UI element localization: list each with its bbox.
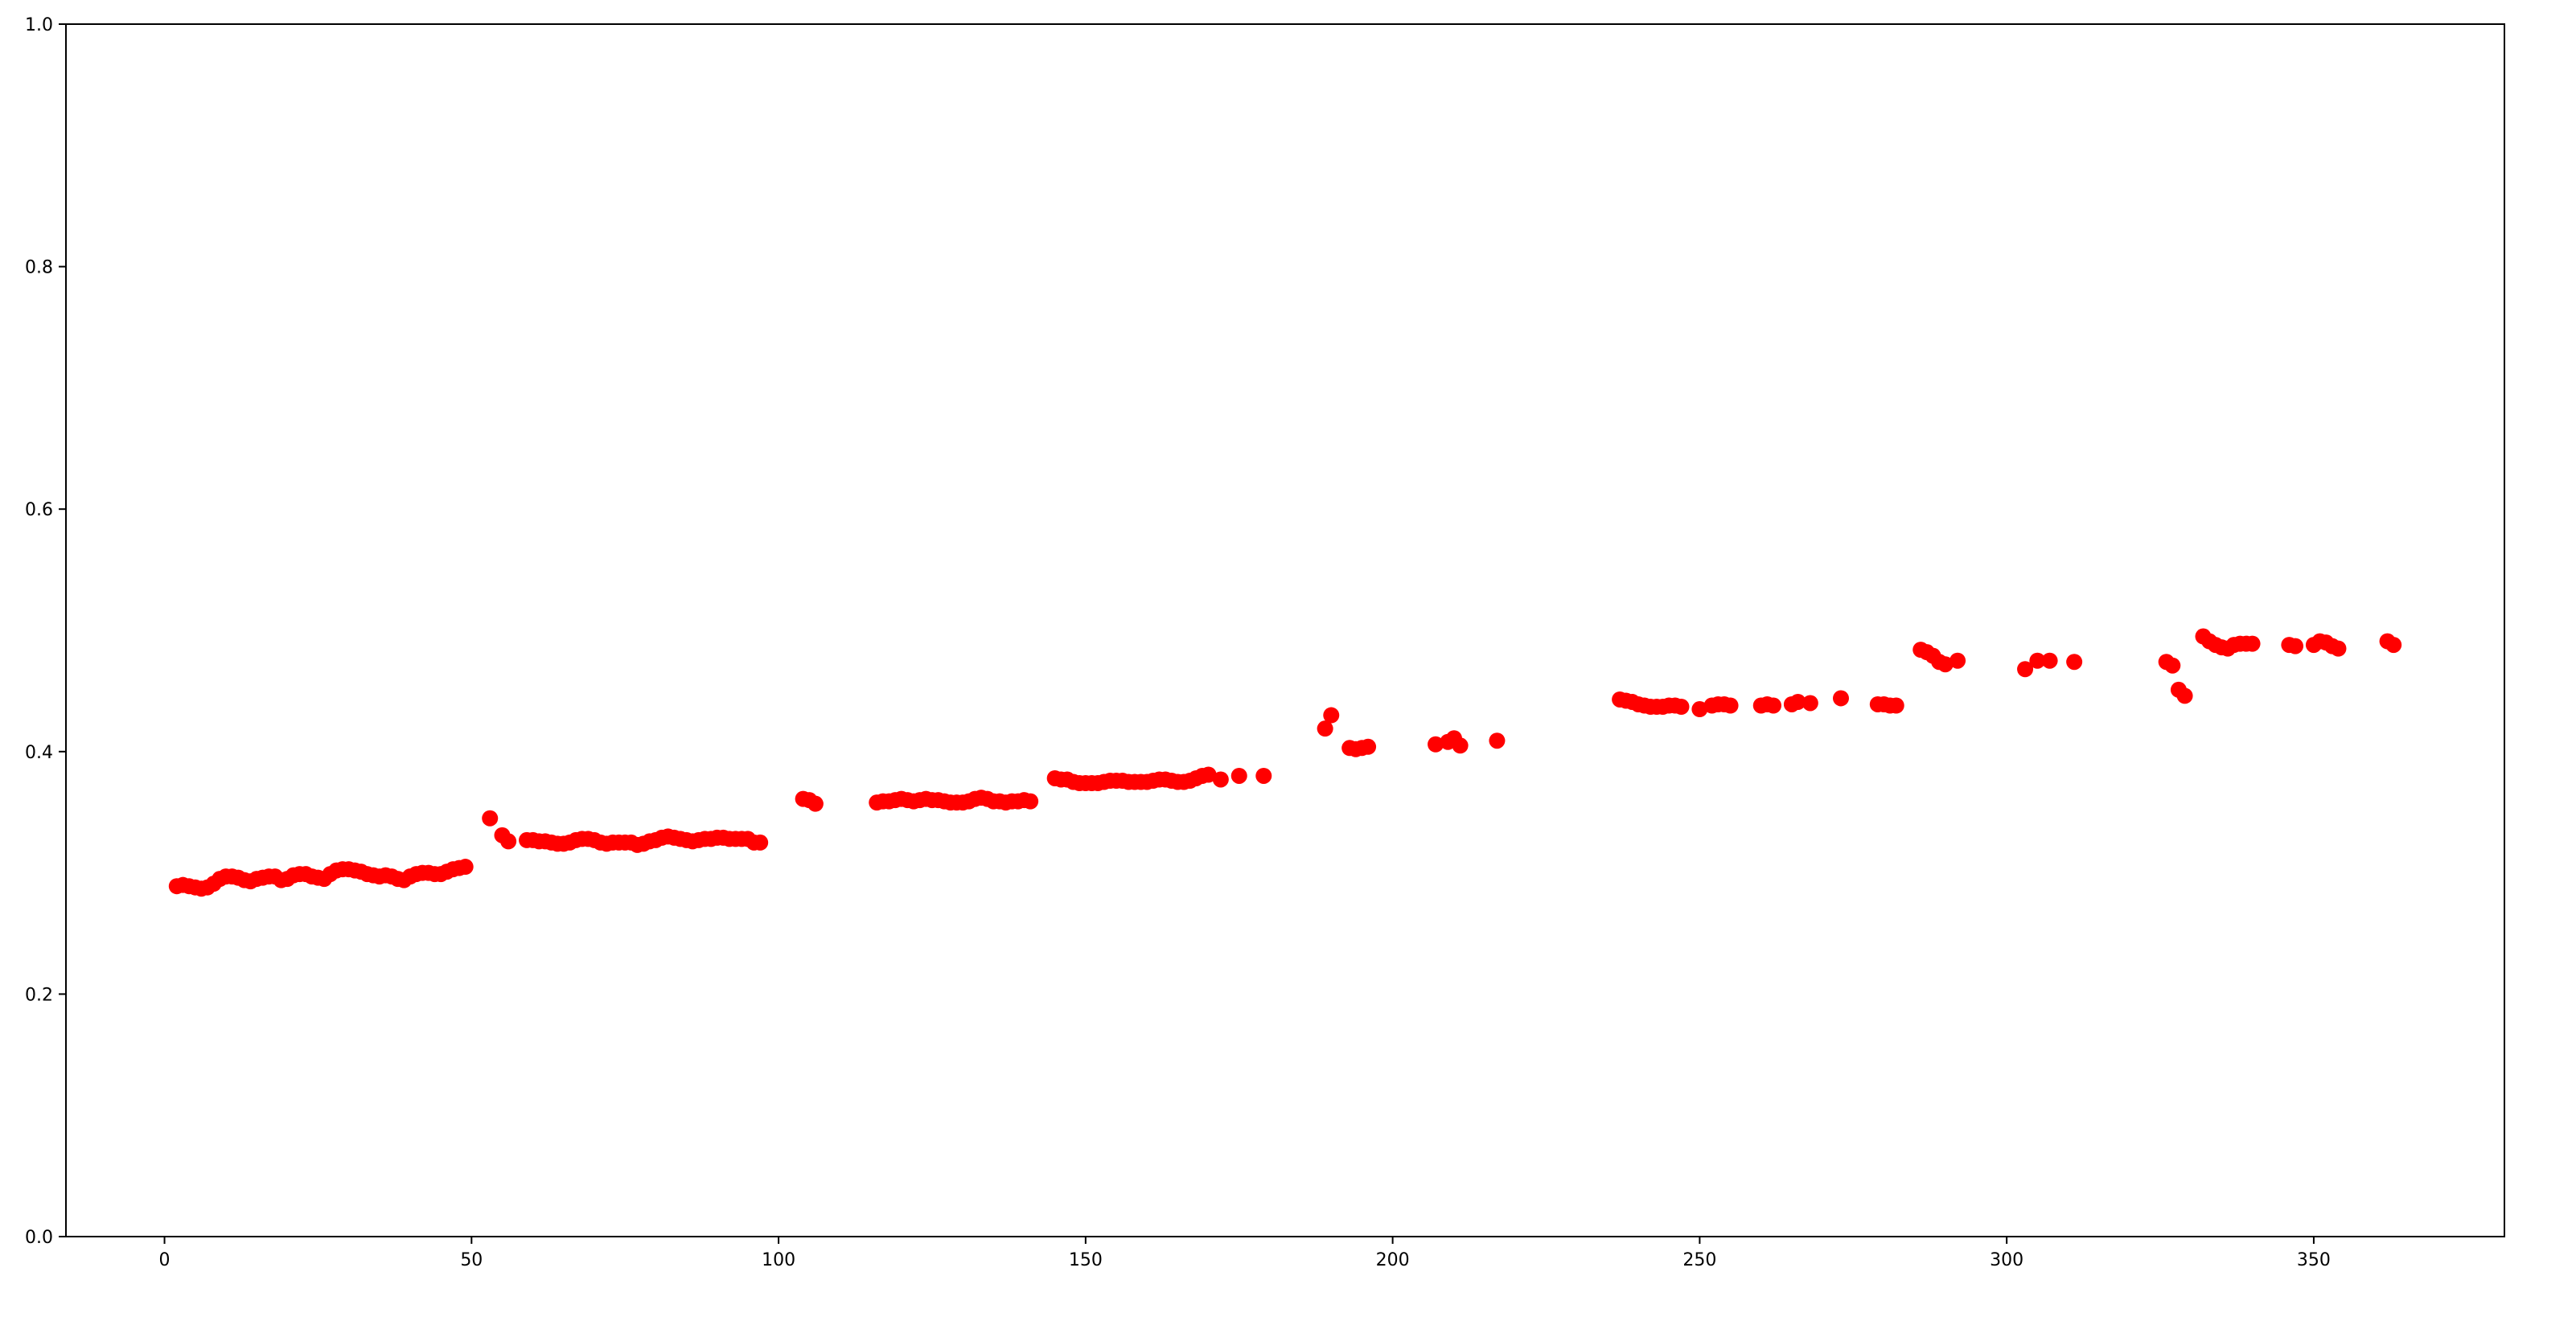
- data-point: [1200, 766, 1217, 783]
- data-point: [1673, 699, 1690, 716]
- data-point: [1888, 697, 1904, 714]
- data-point: [2287, 638, 2304, 654]
- data-point: [1765, 697, 1782, 714]
- data-point: [482, 810, 499, 827]
- x-tick-label: 50: [460, 1250, 483, 1270]
- data-point: [1255, 767, 1272, 784]
- y-tick-label: 0.4: [25, 743, 53, 763]
- y-tick-label: 0.2: [25, 985, 53, 1005]
- y-tick-label: 0.6: [25, 500, 53, 520]
- data-point: [1212, 771, 1229, 788]
- data-point: [1317, 720, 1333, 737]
- x-tick-label: 300: [1990, 1250, 2023, 1270]
- y-tick-label: 0.8: [25, 258, 53, 278]
- data-point: [2330, 640, 2347, 657]
- data-point: [1022, 793, 1039, 810]
- data-point: [2041, 652, 2058, 669]
- data-point: [2066, 654, 2083, 671]
- x-tick-label: 250: [1682, 1250, 1716, 1270]
- plot-frame: [65, 23, 2505, 1237]
- data-point: [2017, 661, 2034, 678]
- x-tick-label: 100: [762, 1250, 795, 1270]
- x-tick-label: 150: [1069, 1250, 1103, 1270]
- data-point: [1722, 697, 1739, 714]
- data-point: [2029, 652, 2046, 669]
- data-point: [807, 795, 824, 812]
- data-point: [1802, 695, 1818, 712]
- data-point: [1452, 737, 1469, 754]
- data-point: [1789, 693, 1806, 710]
- x-tick-label: 0: [159, 1250, 171, 1270]
- x-axis: 0 50 100 150 200 250 300 350: [159, 1237, 2331, 1270]
- y-axis: 0.0 0.2 0.4 0.6 0.8 1.0: [25, 15, 66, 1248]
- x-tick-label: 200: [1376, 1250, 1410, 1270]
- data-point: [1489, 732, 1506, 749]
- data-point: [1832, 690, 1849, 707]
- data-points: [168, 628, 2402, 897]
- x-tick-label: 350: [2297, 1250, 2331, 1270]
- data-point: [2176, 687, 2193, 704]
- data-point: [457, 859, 474, 876]
- y-tick-label: 0.0: [25, 1228, 53, 1248]
- data-point: [2244, 635, 2261, 652]
- data-point: [1230, 767, 1247, 784]
- data-point: [2164, 657, 2181, 674]
- data-point: [752, 834, 769, 851]
- data-point: [1323, 707, 1340, 724]
- data-point: [1428, 736, 1444, 753]
- data-point: [1360, 738, 1377, 755]
- data-point: [1691, 701, 1708, 718]
- data-point: [2385, 637, 2402, 654]
- y-tick-label: 1.0: [25, 15, 53, 35]
- data-point: [1949, 652, 1966, 669]
- data-point: [1937, 656, 1954, 673]
- data-point: [500, 833, 517, 850]
